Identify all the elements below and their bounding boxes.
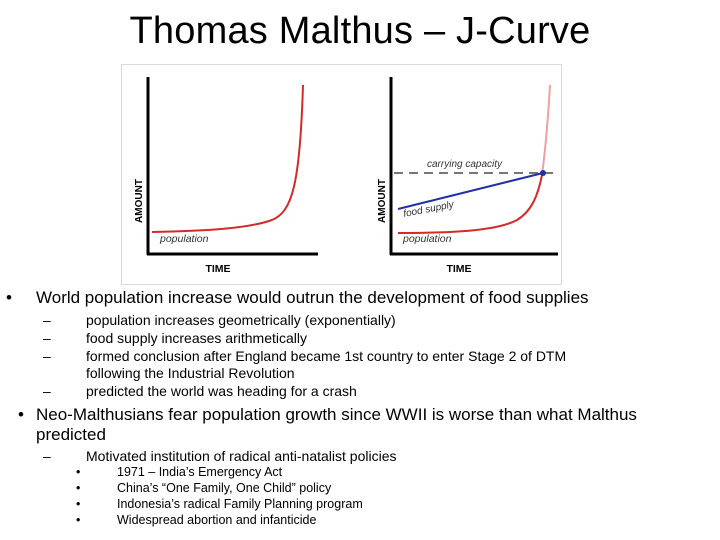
left-chart: population TIME AMOUNT [134, 77, 318, 275]
policy-item: Widespread abortion and infanticide [117, 513, 317, 527]
sub-sub-marker: • [76, 481, 81, 495]
sub-bullet: population increases geometrically (expo… [86, 312, 396, 328]
bullet-neo-malthusians: Neo-Malthusians fear population growth s… [36, 405, 637, 424]
sub-bullet: predicted the world was heading for a cr… [86, 383, 357, 399]
sub-bullet-motivated: Motivated institution of radical anti-na… [86, 448, 397, 464]
bullet-marker: • [18, 405, 24, 424]
dash-marker: – [43, 383, 51, 399]
bullet-marker: • [6, 288, 12, 307]
right-population-curve [397, 174, 543, 234]
policy-item: 1971 – India’s Emergency Act [117, 465, 283, 479]
right-y-axis-label: AMOUNT [377, 179, 388, 223]
left-y-axis-label: AMOUNT [134, 179, 145, 223]
dash-marker: – [43, 330, 51, 346]
sub-bullet: formed conclusion after England became 1… [86, 348, 567, 364]
sub-bullet: food supply increases arithmetically [86, 330, 307, 346]
sub-sub-marker: • [76, 465, 81, 479]
right-pale-curve-extension [541, 84, 551, 176]
sub-sub-marker: • [76, 497, 81, 511]
jcurve-figure: population TIME AMOUNT carrying capacity… [121, 64, 562, 285]
bullet-world-population: World population increase would outrun t… [36, 288, 589, 307]
right-population-label: population [402, 233, 452, 245]
food-supply-line [397, 172, 544, 210]
dash-marker: – [43, 448, 51, 464]
left-x-axis-label: TIME [205, 263, 230, 275]
left-population-label: population [159, 233, 209, 245]
policy-item: Indonesia’s radical Family Planning prog… [117, 497, 363, 511]
left-population-curve [151, 84, 304, 233]
policy-item: China’s “One Family, One Child” policy [117, 481, 332, 495]
intersection-point [540, 170, 546, 176]
dash-marker: – [43, 348, 51, 364]
right-x-axis-label: TIME [446, 263, 471, 275]
sub-sub-marker: • [76, 513, 81, 527]
jcurve-diagrams: population TIME AMOUNT carrying capacity… [134, 77, 558, 275]
bullet-neo-malthusians-continuation: predicted [36, 425, 106, 444]
dash-marker: – [43, 312, 51, 328]
sub-bullet-continuation: following the Industrial Revolution [86, 365, 295, 381]
carrying-capacity-label: carrying capacity [427, 159, 503, 170]
slide-title: Thomas Malthus – J-Curve [129, 10, 591, 52]
